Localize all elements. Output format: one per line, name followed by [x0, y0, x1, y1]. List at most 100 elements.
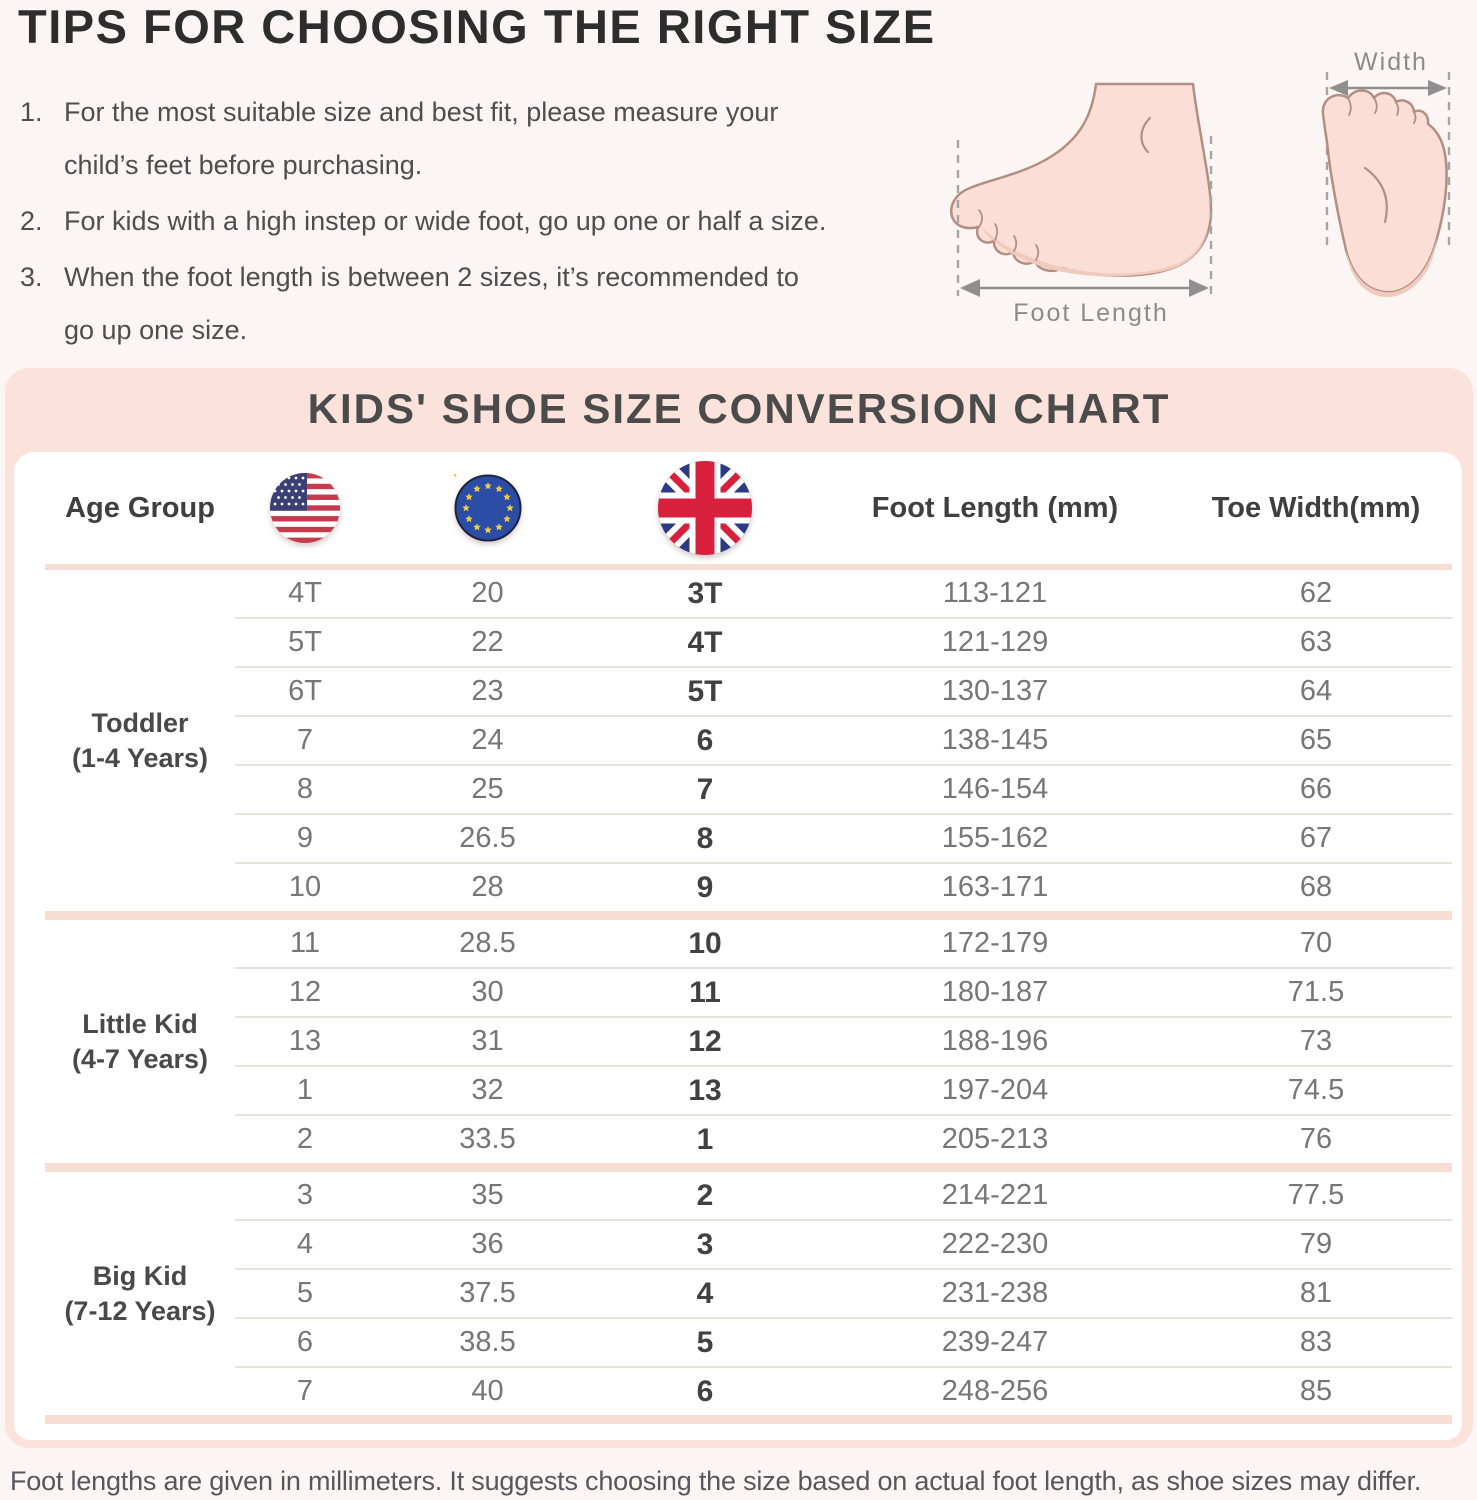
cell-eu-size: 20: [375, 567, 600, 619]
uk-flag-icon: [658, 461, 752, 555]
cell-us-size: 4T: [235, 567, 375, 619]
cell-toe-width: 77.5: [1180, 1167, 1452, 1221]
cell-foot-length: 248-256: [810, 1367, 1180, 1424]
cell-foot-length: 197-204: [810, 1066, 1180, 1116]
cell-eu-size: 31: [375, 1017, 600, 1067]
cell-foot-length: 222-230: [810, 1220, 1180, 1270]
tips-section: TIPS FOR CHOOSING THE RIGHT SIZE 1. For t…: [0, 0, 1477, 368]
table-row: Toddler (1-4 Years) 4T 20 3T 113-121 62: [45, 567, 1452, 920]
tips-list: 1. For the most suitable size and best fi…: [20, 86, 920, 357]
cell-uk-size: 8: [600, 814, 810, 864]
cell-uk-size: 7: [600, 765, 810, 815]
arrow-right-icon: [1189, 279, 1209, 297]
tip-text: For kids with a high instep or wide foot…: [64, 206, 827, 236]
table-row: Little Kid (4-7 Years) 11 28.5 10 172-179 70: [45, 915, 1452, 1172]
cell-us-size: 7: [235, 1367, 375, 1424]
cell-eu-size: 30: [375, 968, 600, 1018]
tip-number: 1.: [20, 97, 43, 127]
cell-uk-size: 11: [600, 968, 810, 1018]
cell-toe-width: 73: [1180, 1017, 1452, 1067]
table-row: 6 38.5 5 239-247 83: [45, 1318, 1452, 1368]
cell-us-size: 7: [235, 716, 375, 766]
cell-foot-length: 214-221: [810, 1167, 1180, 1221]
cell-foot-length: 188-196: [810, 1017, 1180, 1067]
cell-eu-size: 32: [375, 1066, 600, 1116]
toe-width-header: Toe Width(mm): [1180, 452, 1452, 570]
arrow-left-icon: [960, 279, 980, 297]
cell-eu-size: 36: [375, 1220, 600, 1270]
cell-foot-length: 113-121: [810, 567, 1180, 619]
size-table-body: Toddler (1-4 Years) 4T 20 3T 113-121 62 5T 22 4T 1…: [45, 567, 1452, 1424]
cell-uk-size: 3: [600, 1220, 810, 1270]
cell-foot-length: 231-238: [810, 1269, 1180, 1319]
cell-uk-size: 1: [600, 1115, 810, 1172]
eu-column-header: [375, 452, 600, 570]
tip-number: 2.: [20, 206, 43, 236]
cell-foot-length: 155-162: [810, 814, 1180, 864]
cell-us-size: 2: [235, 1115, 375, 1172]
cell-toe-width: 85: [1180, 1367, 1452, 1424]
cell-foot-length: 130-137: [810, 667, 1180, 717]
age-group-range: (1-4 Years): [71, 742, 209, 773]
age-group-label: Toddler: [91, 707, 189, 738]
cell-toe-width: 81: [1180, 1269, 1452, 1319]
cell-toe-width: 71.5: [1180, 968, 1452, 1018]
foot-length-dimension-lines: [956, 136, 1213, 296]
cell-us-size: 3: [235, 1167, 375, 1221]
cell-uk-size: 9: [600, 863, 810, 920]
arrow-right-icon: [1428, 80, 1447, 96]
table-row: 5 37.5 4 231-238 81: [45, 1269, 1452, 1319]
cell-eu-size: 33.5: [375, 1115, 600, 1172]
cell-uk-size: 6: [600, 716, 810, 766]
cell-us-size: 10: [235, 863, 375, 920]
cell-eu-size: 37.5: [375, 1269, 600, 1319]
cell-toe-width: 83: [1180, 1318, 1452, 1368]
table-row: 9 26.5 8 155-162 67: [45, 814, 1452, 864]
arrow-left-icon: [1329, 80, 1348, 96]
cell-uk-size: 4T: [600, 618, 810, 668]
cell-foot-length: 163-171: [810, 863, 1180, 920]
sole-foot-illustration: [1321, 89, 1448, 298]
cell-uk-size: 3T: [600, 567, 810, 619]
foot-length-header: Foot Length (mm): [810, 452, 1180, 570]
cell-toe-width: 74.5: [1180, 1066, 1452, 1116]
cell-eu-size: 40: [375, 1367, 600, 1424]
age-group-cell: Toddler (1-4 Years): [45, 567, 235, 920]
table-row: 6T 23 5T 130-137 64: [45, 667, 1452, 717]
us-column-header: [235, 452, 375, 570]
cell-foot-length: 205-213: [810, 1115, 1180, 1172]
table-row: 7 24 6 138-145 65: [45, 716, 1452, 766]
table-row: 7 40 6 248-256 85: [45, 1367, 1452, 1424]
cell-uk-size: 4: [600, 1269, 810, 1319]
cell-uk-size: 13: [600, 1066, 810, 1116]
cell-us-size: 13: [235, 1017, 375, 1067]
table-row: 12 30 11 180-187 71.5: [45, 968, 1452, 1018]
side-foot-illustration: [950, 82, 1213, 277]
cell-foot-length: 121-129: [810, 618, 1180, 668]
age-group-range: (4-7 Years): [71, 1043, 209, 1074]
table-row: Big Kid (7-12 Years) 3 35 2 214-221 77.5: [45, 1167, 1452, 1424]
cell-eu-size: 38.5: [375, 1318, 600, 1368]
age-group-range: (7-12 Years): [64, 1295, 216, 1326]
cell-eu-size: 22: [375, 618, 600, 668]
cell-foot-length: 138-145: [810, 716, 1180, 766]
cell-eu-size: 28: [375, 863, 600, 920]
eu-flag-icon: [449, 470, 521, 542]
cell-eu-size: 26.5: [375, 814, 600, 864]
cell-us-size: 5T: [235, 618, 375, 668]
cell-toe-width: 67: [1180, 814, 1452, 864]
cell-uk-size: 5: [600, 1318, 810, 1368]
tip-text: For the most suitable size and best fit,…: [64, 97, 779, 180]
cell-toe-width: 62: [1180, 567, 1452, 619]
us-flag-icon: [270, 473, 340, 543]
page-title: TIPS FOR CHOOSING THE RIGHT SIZE: [18, 0, 936, 53]
tip-item: 1. For the most suitable size and best fi…: [20, 86, 920, 192]
uk-column-header: [600, 452, 810, 570]
table-row: 13 31 12 188-196 73: [45, 1017, 1452, 1067]
cell-foot-length: 146-154: [810, 765, 1180, 815]
cell-uk-size: 6: [600, 1367, 810, 1424]
cell-us-size: 8: [235, 765, 375, 815]
table-row: 10 28 9 163-171 68: [45, 863, 1452, 920]
cell-foot-length: 172-179: [810, 915, 1180, 969]
cell-us-size: 1: [235, 1066, 375, 1116]
